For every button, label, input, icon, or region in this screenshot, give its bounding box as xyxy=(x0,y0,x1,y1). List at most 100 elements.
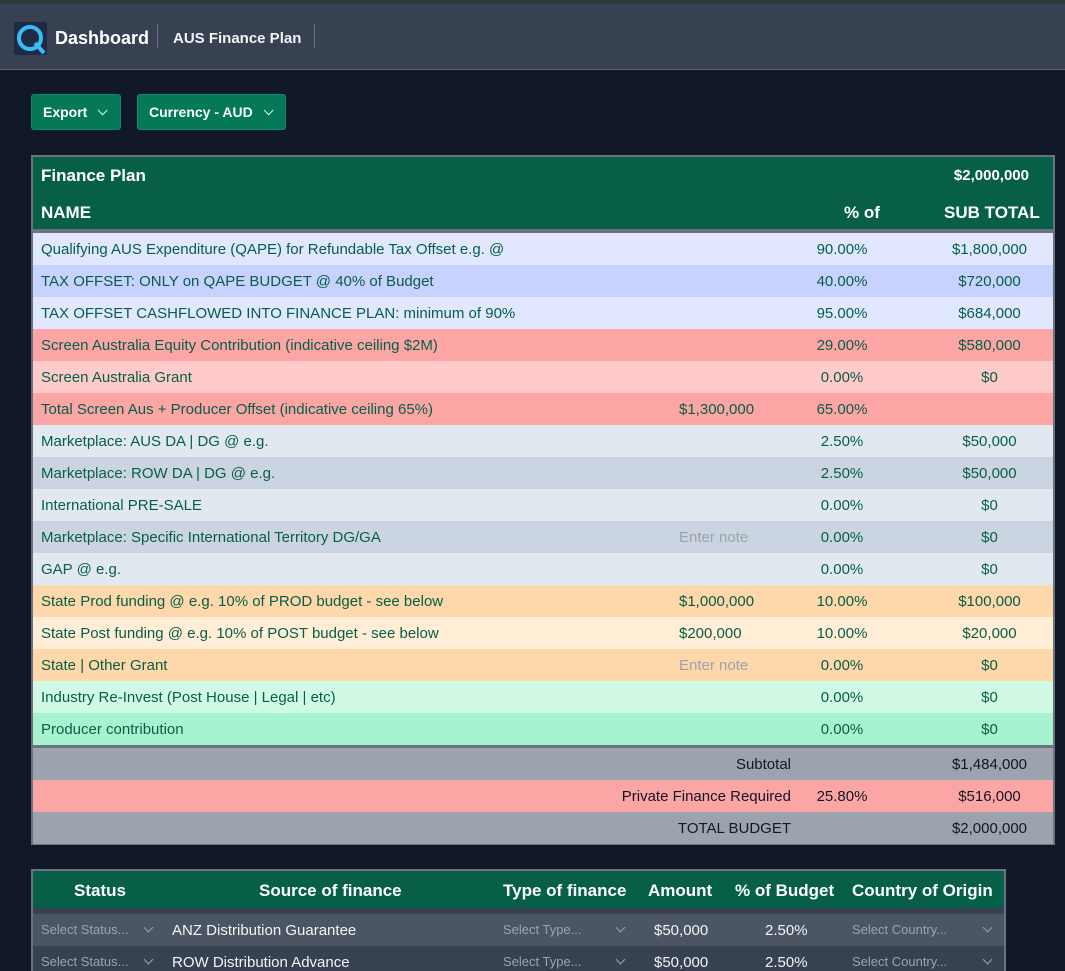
row-name: Total Screen Aus + Producer Offset (indi… xyxy=(41,401,434,418)
column-header-status: Status xyxy=(74,881,126,900)
row-percent: 10.00% xyxy=(816,593,868,610)
row-percent: 95.00% xyxy=(816,305,868,322)
row-percent: 2.50% xyxy=(820,433,864,450)
total-label: Private Finance Required xyxy=(621,788,791,805)
row-name: TAX OFFSET CASHFLOWED INTO FINANCE PLAN:… xyxy=(41,305,516,322)
finance-plan-rows: Qualifying AUS Expenditure (QAPE) for Re… xyxy=(33,233,1053,745)
row-subtotal: $50,000 xyxy=(962,433,1017,450)
finance-plan-table: Finance Plan $2,000,000 NAME % of SUB TO… xyxy=(31,155,1055,845)
status-select[interactable]: Select Status... xyxy=(41,922,129,937)
column-header-type: Type of finance xyxy=(503,881,627,900)
row-subtotal: $1,800,000 xyxy=(951,241,1028,258)
row-percent: 0.00% xyxy=(820,561,864,578)
dashboard-link[interactable]: Dashboard xyxy=(55,28,150,48)
note-input[interactable]: Enter note xyxy=(679,657,749,674)
row-name: State | Other Grant xyxy=(41,657,168,674)
row-subtotal: $0 xyxy=(981,561,998,578)
row-percent: 29.00% xyxy=(816,337,868,354)
status-select[interactable]: Select Status... xyxy=(41,954,129,969)
table-row: TAX OFFSET: ONLY on QAPE BUDGET @ 40% of… xyxy=(33,265,1053,297)
header-divider xyxy=(314,24,315,48)
export-button[interactable]: Export xyxy=(31,94,121,130)
type-select[interactable]: Select Type... xyxy=(503,954,582,969)
total-value: $516,000 xyxy=(958,788,1021,805)
total-row: Subtotal $1,484,000 xyxy=(33,748,1053,780)
export-button-label: Export xyxy=(43,104,88,120)
chevron-down-icon xyxy=(615,922,626,933)
app-logo-icon[interactable] xyxy=(14,22,47,55)
row-name: Screen Australia Grant xyxy=(41,369,192,386)
row-subtotal: $0 xyxy=(981,689,998,706)
percent-budget-value: 2.50% xyxy=(765,954,808,971)
row-name: Producer contribution xyxy=(41,721,184,738)
total-row: Private Finance Required 25.80% $516,000 xyxy=(33,780,1053,812)
chevron-down-icon xyxy=(143,922,154,933)
app-header: Dashboard AUS Finance Plan xyxy=(0,4,1065,70)
table-row: Total Screen Aus + Producer Offset (indi… xyxy=(33,393,1053,425)
currency-dropdown[interactable]: Currency - AUD xyxy=(137,94,286,130)
currency-dropdown-label: Currency - AUD xyxy=(149,104,253,120)
percent-budget-value: 2.50% xyxy=(765,922,808,939)
table-row: Marketplace: AUS DA | DG @ e.g. 2.50% $50,… xyxy=(33,425,1053,457)
column-header-percent-budget: % of Budget xyxy=(735,881,835,900)
table-row: Marketplace: Specific International Terr… xyxy=(33,521,1053,553)
amount-value: $50,000 xyxy=(654,954,709,971)
column-header-source: Source of finance xyxy=(259,881,402,900)
table-row: International PRE-SALE 0.00% $0 xyxy=(33,489,1053,521)
finance-plan-header: Finance Plan $2,000,000 NAME % of SUB TO… xyxy=(33,157,1053,229)
row-subtotal: $100,000 xyxy=(958,593,1021,610)
total-percent: 25.80% xyxy=(816,788,868,805)
row-percent: 2.50% xyxy=(820,465,864,482)
table-row: Producer contribution 0.00% $0 xyxy=(33,713,1053,745)
country-select[interactable]: Select Country... xyxy=(852,922,948,937)
row-percent: 65.00% xyxy=(816,401,868,418)
row-percent: 0.00% xyxy=(820,529,864,546)
table-row: State Prod funding @ e.g. 10% of PROD bu… xyxy=(33,585,1053,617)
row-subtotal: $580,000 xyxy=(958,337,1021,354)
sources-header: Status Source of finance Type of finance… xyxy=(33,871,1004,908)
row-name: GAP @ e.g. xyxy=(41,561,121,578)
table-row: Screen Australia Equity Contribution (in… xyxy=(33,329,1053,361)
column-header-percent: % of xyxy=(844,203,880,222)
country-select[interactable]: Select Country... xyxy=(852,954,948,969)
row-subtotal: $0 xyxy=(981,369,998,386)
column-header-name: NAME xyxy=(41,203,92,222)
row-percent: 0.00% xyxy=(820,657,864,674)
row-percent: 0.00% xyxy=(820,689,864,706)
chevron-down-icon xyxy=(263,104,274,115)
amount-value: $50,000 xyxy=(654,922,709,939)
row-subtotal: $0 xyxy=(981,721,998,738)
row-note: $1,000,000 xyxy=(679,593,755,610)
table-row: TAX OFFSET CASHFLOWED INTO FINANCE PLAN:… xyxy=(33,297,1053,329)
row-subtotal: $720,000 xyxy=(958,273,1021,290)
row-note: $200,000 xyxy=(679,625,742,642)
table-row: GAP @ e.g. 0.00% $0 xyxy=(33,553,1053,585)
row-percent: 40.00% xyxy=(816,273,868,290)
row-percent: 10.00% xyxy=(816,625,868,642)
row-note: $1,300,000 xyxy=(679,401,755,418)
total-value: $2,000,000 xyxy=(951,820,1028,837)
finance-plan-total: $2,000,000 xyxy=(953,167,1029,184)
source-name: ANZ Distribution Guarantee xyxy=(172,922,357,939)
window-top-strip xyxy=(0,0,1065,4)
row-name: Qualifying AUS Expenditure (QAPE) for Re… xyxy=(41,241,505,258)
type-select[interactable]: Select Type... xyxy=(503,922,582,937)
row-name: Marketplace: AUS DA | DG @ e.g. xyxy=(41,433,269,450)
sources-table: Status Source of finance Type of finance… xyxy=(31,869,1006,971)
table-row: Select Status... ANZ Distribution Guarant… xyxy=(33,914,1004,946)
header-divider xyxy=(157,24,158,48)
column-header-country: Country of Origin xyxy=(852,881,993,900)
chevron-down-icon xyxy=(982,922,993,933)
table-row: Screen Australia Grant 0.00% $0 xyxy=(33,361,1053,393)
chevron-down-icon xyxy=(143,954,154,965)
row-subtotal: $20,000 xyxy=(962,625,1017,642)
note-input[interactable]: Enter note xyxy=(679,529,749,546)
source-name: ROW Distribution Advance xyxy=(172,954,350,971)
finance-plan-title: Finance Plan xyxy=(41,166,146,185)
row-subtotal: $0 xyxy=(981,657,998,674)
chevron-down-icon xyxy=(982,954,993,965)
table-row: Qualifying AUS Expenditure (QAPE) for Re… xyxy=(33,233,1053,265)
row-name: TAX OFFSET: ONLY on QAPE BUDGET @ 40% of… xyxy=(41,273,434,290)
row-percent: 0.00% xyxy=(820,369,864,386)
table-row: State Post funding @ e.g. 10% of POST bu… xyxy=(33,617,1053,649)
